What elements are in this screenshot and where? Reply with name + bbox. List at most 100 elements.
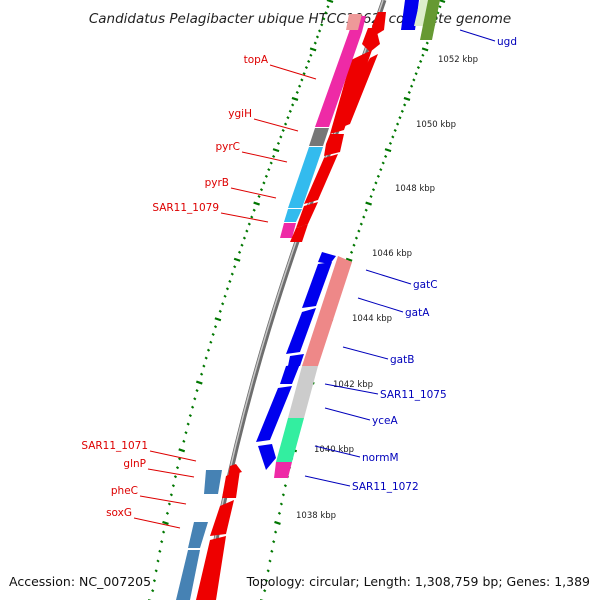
scale-tick	[262, 181, 266, 185]
scale-tick-major	[214, 317, 222, 322]
scale-tick	[291, 103, 295, 107]
cds-arrow[interactable]	[228, 464, 242, 476]
cog-block[interactable]	[176, 550, 200, 600]
cds-arrow[interactable]	[372, 12, 386, 36]
cds-arrow[interactable]	[302, 262, 332, 308]
scale-tick	[362, 215, 366, 219]
cog-block[interactable]	[346, 14, 362, 30]
scale-tick	[188, 414, 192, 418]
cds-arrow[interactable]	[286, 308, 316, 354]
gene-label-reverse[interactable]: yceA	[324, 407, 398, 427]
cds-arrow[interactable]	[401, 0, 419, 30]
scale-tick-major	[326, 0, 334, 4]
cog-block[interactable]	[276, 418, 304, 462]
scale-tick	[158, 549, 162, 553]
scale-tick	[263, 589, 267, 593]
scale-tick	[279, 135, 283, 139]
gene-name: gatC	[413, 279, 438, 291]
scale-tick	[152, 579, 157, 583]
cog-block[interactable]	[204, 470, 222, 494]
scale-tick	[286, 116, 290, 120]
gene-name: yceA	[372, 415, 398, 427]
gene-label-forward[interactable]: topA	[244, 54, 317, 80]
cog-block[interactable]	[288, 147, 323, 208]
scale-tick-major	[274, 520, 281, 525]
scale-tick	[218, 309, 222, 313]
cog-block[interactable]	[420, 0, 440, 40]
cds-arrow[interactable]	[280, 364, 300, 384]
cds-arrow[interactable]	[222, 470, 240, 498]
gene-label-reverse[interactable]: SAR11_1072	[304, 475, 419, 493]
gene-name: SAR11_1071	[81, 440, 148, 452]
scale-label-1040: 1040 kbp	[314, 445, 354, 455]
cog-block[interactable]	[315, 32, 362, 127]
leader-line	[269, 64, 317, 80]
gene-label-reverse[interactable]: SAR11_1075	[324, 383, 447, 401]
scale-tick-major	[233, 257, 241, 262]
cds-arrow[interactable]	[318, 252, 336, 264]
scale-tick	[228, 279, 232, 283]
cds-arrow[interactable]	[304, 154, 338, 204]
gene-label-forward[interactable]: pyrB	[205, 177, 277, 199]
gene-label-reverse[interactable]: gatC	[365, 269, 438, 291]
cds-arrow[interactable]	[210, 500, 234, 536]
scale-tick	[250, 215, 254, 219]
scale-tick	[369, 194, 373, 199]
gene-label-forward[interactable]: ygiH	[228, 108, 299, 132]
scale-tick	[381, 161, 385, 165]
cog-block[interactable]	[188, 522, 208, 548]
cds-arrow[interactable]	[288, 354, 304, 366]
scale-tick	[283, 484, 288, 488]
cds-arrow[interactable]	[256, 386, 292, 442]
scale-tick	[171, 484, 176, 488]
scale-tick	[264, 174, 268, 178]
cog-block[interactable]	[284, 209, 302, 222]
cog-block[interactable]	[280, 223, 296, 238]
gene-label-forward[interactable]: SAR11_1079	[152, 202, 269, 223]
scale-tick	[266, 569, 270, 573]
gene-label-forward[interactable]: glnP	[123, 458, 195, 478]
cog-block[interactable]	[288, 366, 318, 418]
leader-line	[220, 212, 269, 223]
scale-label-1038: 1038 kbp	[296, 511, 336, 521]
cog-block[interactable]	[302, 256, 352, 366]
scale-tick	[374, 181, 378, 185]
cds-arrow[interactable]	[296, 202, 318, 228]
leader-line	[149, 450, 197, 462]
gene-label-forward[interactable]: SAR11_1071	[81, 440, 197, 462]
scale-tick-major	[253, 201, 260, 206]
scale-tick	[209, 340, 213, 344]
leader-line	[342, 346, 389, 360]
scale-tick	[240, 243, 244, 247]
cds-arrow[interactable]	[330, 50, 372, 134]
gene-label-forward[interactable]: pyrC	[215, 141, 288, 163]
scale-tick	[414, 72, 418, 76]
scale-tick-major	[421, 47, 429, 52]
gene-label-reverse[interactable]: gatB	[342, 346, 414, 366]
cds-arrow[interactable]	[324, 134, 344, 156]
scale-tick	[167, 502, 171, 506]
gene-label-reverse[interactable]: ugd	[459, 29, 517, 48]
cog-block[interactable]	[274, 462, 292, 478]
scale-tick	[257, 194, 261, 199]
cds-arrow[interactable]	[196, 536, 226, 600]
cog-block[interactable]	[309, 128, 329, 146]
scale-tick	[407, 90, 411, 94]
gene-label-reverse[interactable]: normM	[314, 445, 399, 464]
cds-arrow[interactable]	[290, 224, 308, 242]
scale-tick	[213, 325, 218, 329]
gene-label-forward[interactable]: pheC	[111, 485, 187, 505]
scale-tick	[277, 511, 282, 515]
scale-tick	[190, 405, 195, 409]
gene-name: soxG	[106, 507, 132, 519]
scale-tick	[364, 208, 368, 212]
gene-label-forward[interactable]: soxG	[106, 507, 181, 529]
gene-label-reverse[interactable]: gatA	[357, 297, 430, 319]
scale-tick	[400, 109, 404, 113]
cds-arrow[interactable]	[258, 444, 276, 470]
scale-tick-major	[365, 201, 372, 206]
scale-tick	[317, 29, 322, 33]
scale-label-1046: 1046 kbp	[372, 249, 412, 259]
scale-tick	[297, 84, 302, 88]
leader-line	[147, 468, 195, 478]
